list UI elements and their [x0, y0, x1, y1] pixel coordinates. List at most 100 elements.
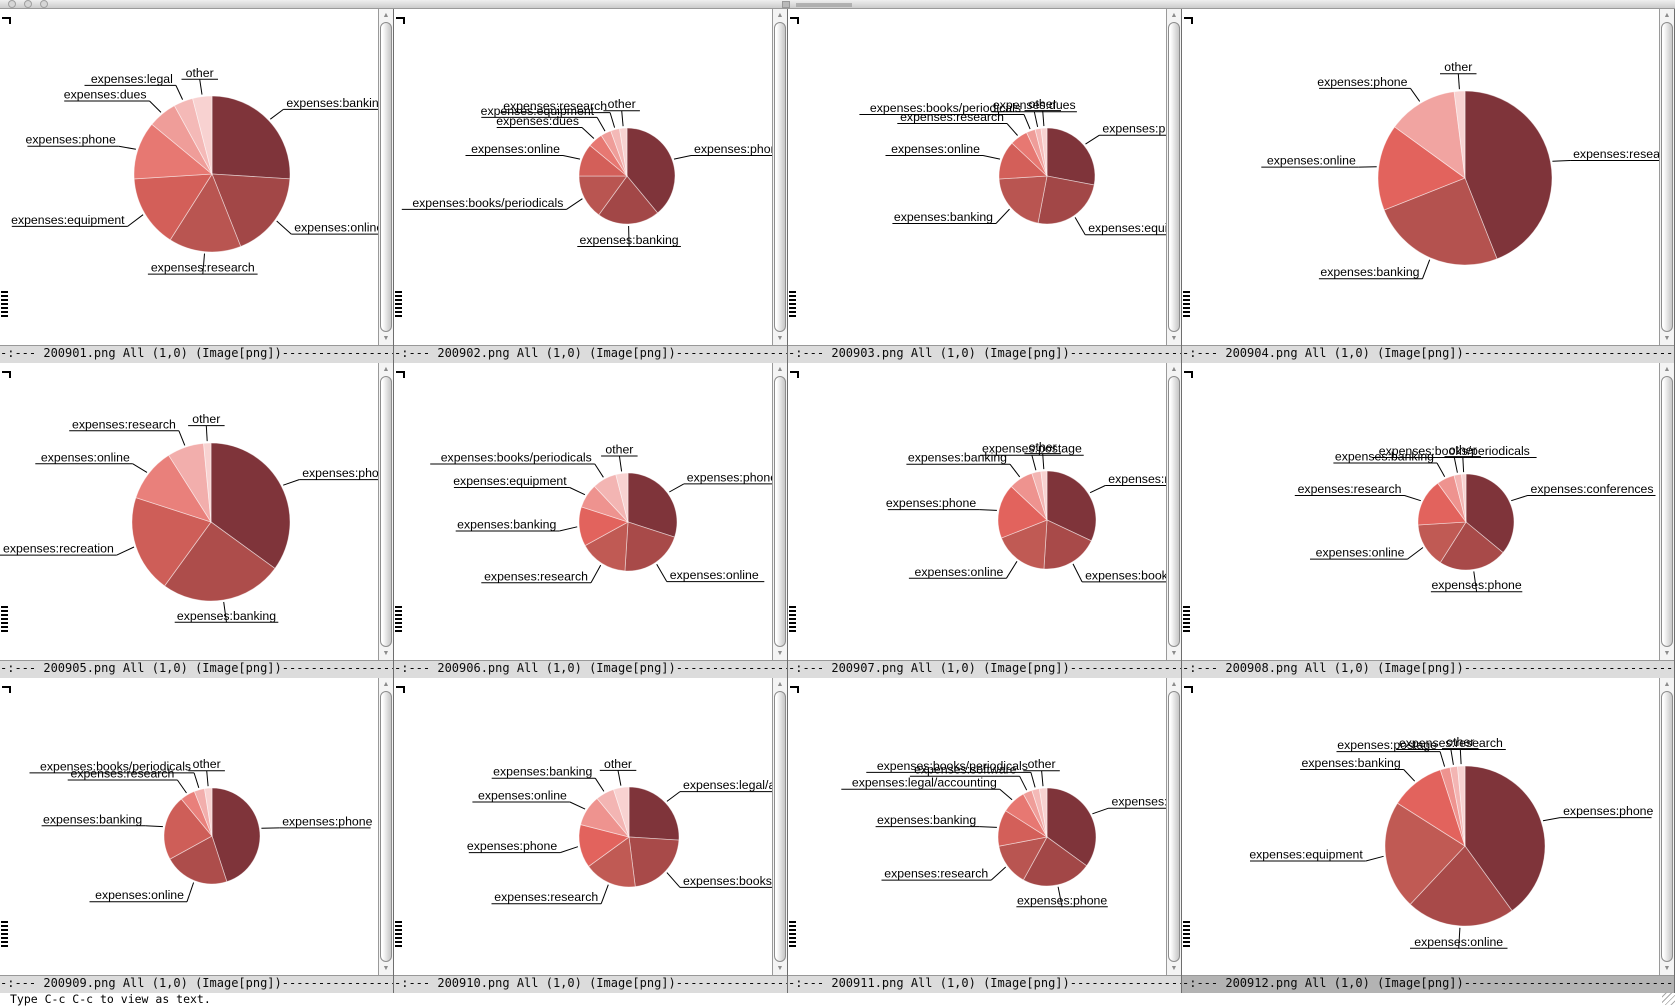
scroll-down-arrow-icon[interactable]: ▼: [773, 648, 787, 659]
buffer-content[interactable]: expenses:legal/accountingexpenses:books/…: [394, 678, 772, 975]
slice-label: expenses:equipment: [11, 213, 125, 227]
scrollbar[interactable]: ▲ ▼: [1166, 678, 1181, 975]
label-leader-line: [991, 867, 1006, 880]
scroll-up-arrow-icon[interactable]: ▲: [1167, 364, 1181, 375]
scrollbar[interactable]: ▲ ▼: [378, 9, 393, 345]
scrollbar-thumb[interactable]: [1168, 376, 1180, 647]
slice-label: expenses:equipment: [453, 474, 567, 488]
scroll-down-arrow-icon[interactable]: ▼: [1660, 963, 1674, 974]
modeline: -:--- 200910.png All (1,0) (Image[png])-…: [394, 975, 787, 993]
buffer-content[interactable]: expenses:phoneexpenses:bankingexpenses:b…: [394, 9, 772, 345]
slice-label: expenses:research: [484, 569, 588, 583]
buffer-content[interactable]: expenses:researchexpenses:books/periodic…: [788, 363, 1166, 660]
label-leader-line: [610, 113, 615, 128]
slice-label: expenses:online: [915, 565, 1004, 579]
scrollbar[interactable]: ▲ ▼: [378, 678, 393, 975]
minimize-button[interactable]: [24, 0, 32, 8]
buffer-content[interactable]: expenses:phoneexpenses:bankingexpenses:r…: [0, 363, 378, 660]
label-leader-line: [563, 156, 580, 160]
label-leader-line: [128, 215, 144, 227]
scrollbar-thumb[interactable]: [380, 22, 392, 332]
buffer-content[interactable]: expenses:researchexpenses:bankingexpense…: [1182, 9, 1659, 345]
label-leader-line: [595, 464, 604, 477]
pie-slice: [629, 837, 679, 887]
scroll-up-arrow-icon[interactable]: ▲: [1660, 364, 1674, 375]
scrollbar[interactable]: ▲ ▼: [772, 9, 787, 345]
label-leader-line: [1440, 752, 1445, 767]
pie-slice: [1047, 128, 1095, 185]
label-leader-line: [200, 79, 202, 94]
scroll-up-arrow-icon[interactable]: ▲: [1660, 679, 1674, 690]
buffer-content[interactable]: expenses:onlineexpenses:phoneexpenses:re…: [788, 678, 1166, 975]
scrollbar-thumb[interactable]: [380, 376, 392, 647]
label-leader-line: [277, 221, 292, 234]
scroll-up-arrow-icon[interactable]: ▲: [1660, 10, 1674, 21]
scrollbar[interactable]: ▲ ▼: [1659, 9, 1674, 345]
modeline-text: -:--- 200903.png All (1,0) (Image[png])-…: [788, 346, 1181, 360]
scrollbar-thumb[interactable]: [380, 691, 392, 962]
scrollbar[interactable]: ▲ ▼: [772, 363, 787, 660]
scroll-up-arrow-icon[interactable]: ▲: [379, 10, 393, 21]
scroll-up-arrow-icon[interactable]: ▲: [1167, 679, 1181, 690]
scroll-up-arrow-icon[interactable]: ▲: [379, 679, 393, 690]
scroll-down-arrow-icon[interactable]: ▼: [1660, 333, 1674, 344]
label-leader-line: [119, 146, 136, 149]
scrollbar-thumb[interactable]: [774, 376, 786, 647]
scrollbar-thumb[interactable]: [774, 691, 786, 962]
scrollbar[interactable]: ▲ ▼: [378, 363, 393, 660]
scroll-down-arrow-icon[interactable]: ▼: [1660, 648, 1674, 659]
scroll-down-arrow-icon[interactable]: ▼: [1167, 333, 1181, 344]
scroll-up-arrow-icon[interactable]: ▲: [773, 10, 787, 21]
pie-chart-svg: expenses:phoneexpenses:equipmentexpenses…: [788, 9, 1166, 345]
scroll-down-arrow-icon[interactable]: ▼: [379, 963, 393, 974]
label-leader-line: [1458, 74, 1459, 90]
resize-grip-icon[interactable]: [1662, 992, 1675, 1005]
buffer-content[interactable]: expenses:phoneexpenses:equipmentexpenses…: [788, 9, 1166, 345]
scrollbar[interactable]: ▲ ▼: [772, 678, 787, 975]
window-titlebar: [0, 0, 1675, 9]
scrollbar[interactable]: ▲ ▼: [1166, 9, 1181, 345]
scroll-up-arrow-icon[interactable]: ▲: [773, 679, 787, 690]
scrollbar-thumb[interactable]: [1661, 376, 1673, 647]
scrollbar[interactable]: ▲ ▼: [1166, 363, 1181, 660]
modeline-text: -:--- 200909.png All (1,0) (Image[png])-…: [0, 976, 393, 990]
scroll-down-arrow-icon[interactable]: ▼: [1167, 648, 1181, 659]
label-leader-line: [1090, 486, 1105, 493]
label-leader-line: [117, 547, 134, 555]
modeline: -:--- 200903.png All (1,0) (Image[png])-…: [788, 345, 1181, 363]
scroll-down-arrow-icon[interactable]: ▼: [773, 963, 787, 974]
close-button[interactable]: [8, 0, 16, 8]
scrollbar-thumb[interactable]: [1661, 22, 1673, 332]
scroll-up-arrow-icon[interactable]: ▲: [379, 364, 393, 375]
label-leader-line: [979, 827, 997, 828]
modeline-text: -:--- 200906.png All (1,0) (Image[png])-…: [394, 661, 787, 675]
scrollbar-thumb[interactable]: [1168, 691, 1180, 962]
scroll-down-arrow-icon[interactable]: ▼: [379, 333, 393, 344]
scroll-down-arrow-icon[interactable]: ▼: [773, 333, 787, 344]
scroll-up-arrow-icon[interactable]: ▲: [1167, 10, 1181, 21]
scrollbar-thumb[interactable]: [774, 22, 786, 332]
minibuffer[interactable]: Type C-c C-c to view as text.: [0, 993, 1675, 1005]
slice-label: expenses:banking: [177, 609, 276, 623]
scrollbar[interactable]: ▲ ▼: [1659, 363, 1674, 660]
scrollbar[interactable]: ▲ ▼: [1659, 678, 1674, 975]
pie-chart-svg: expenses:phoneexpenses:onlineexpenses:eq…: [1182, 678, 1659, 975]
scroll-down-arrow-icon[interactable]: ▼: [1167, 963, 1181, 974]
scroll-down-arrow-icon[interactable]: ▼: [379, 648, 393, 659]
slice-label: expenses:books/periodicals: [1085, 568, 1166, 582]
emacs-window-200907: expenses:researchexpenses:books/periodic…: [788, 363, 1182, 678]
scrollbar-thumb[interactable]: [1661, 691, 1673, 962]
scroll-up-arrow-icon[interactable]: ▲: [773, 364, 787, 375]
zoom-button[interactable]: [40, 0, 48, 8]
slice-label: expenses:dues: [64, 88, 147, 102]
slice-label: other: [1029, 97, 1057, 111]
scrollbar-thumb[interactable]: [1168, 22, 1180, 332]
slice-label: expenses:online: [670, 568, 759, 582]
